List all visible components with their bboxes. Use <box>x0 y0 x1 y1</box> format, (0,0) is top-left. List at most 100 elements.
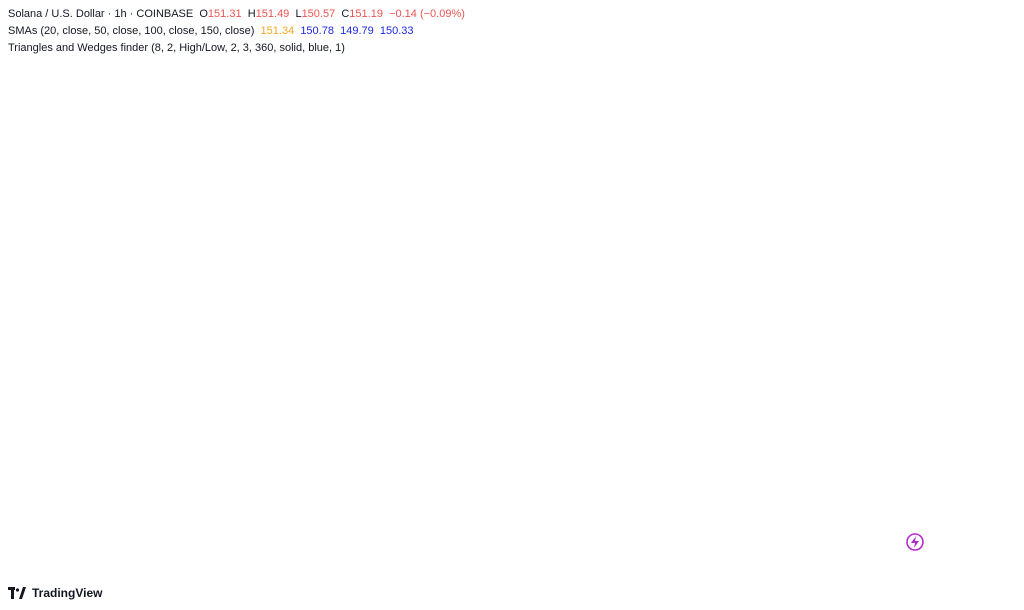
flash-icon[interactable] <box>905 532 925 552</box>
x-tick-label: 12:30 <box>564 561 592 573</box>
sma150-value: 150.33 <box>379 25 414 37</box>
candle-body <box>786 416 791 422</box>
indicator-row: Triangles and Wedges finder (8, 2, High/… <box>8 40 465 57</box>
candle-body <box>719 338 724 355</box>
candle-body <box>481 440 486 445</box>
candle-body <box>675 326 680 343</box>
candle-body <box>37 463 42 483</box>
candle-body <box>425 461 430 474</box>
x-tick-label: 3 <box>162 561 168 573</box>
x-tick-label: 9 <box>870 561 876 573</box>
candle-body <box>320 321 325 329</box>
candle-body <box>259 255 264 261</box>
candle-body <box>880 323 885 339</box>
candle-body <box>586 432 591 438</box>
candle-body <box>442 428 447 441</box>
candle-body <box>364 359 369 377</box>
pattern-line <box>52 451 132 509</box>
x-tick-label: 12:30 <box>210 561 238 573</box>
pattern-line <box>7 218 146 441</box>
candle-body <box>614 435 619 452</box>
candle-body <box>914 354 918 360</box>
candle-body <box>531 444 536 467</box>
x-tick-label: 2 <box>44 561 50 573</box>
candle-body <box>342 331 347 360</box>
candle-body <box>459 428 464 431</box>
candle-body <box>126 397 131 417</box>
sma50-value: 150.78 <box>300 25 334 37</box>
candle-body <box>270 281 275 303</box>
y-tick-label: 160.00 <box>975 146 1009 158</box>
price-label-bg <box>965 367 1011 383</box>
candle-body <box>231 250 236 282</box>
candle-body <box>753 340 758 360</box>
candle-body <box>109 392 114 398</box>
candle-body <box>747 319 752 341</box>
open-label: O <box>199 8 208 20</box>
price-label: 151.34 <box>971 337 1006 349</box>
candle-body <box>525 430 530 445</box>
candle-body <box>714 354 719 360</box>
sma150-line <box>11 365 917 401</box>
candle-body <box>864 345 869 367</box>
candle-body <box>398 406 403 429</box>
candle-body <box>448 425 453 429</box>
candle-body <box>841 350 846 367</box>
candle-body <box>276 302 281 341</box>
candle-body <box>392 383 397 407</box>
price-label: 150.33 <box>971 386 1005 398</box>
candle-body <box>143 413 148 436</box>
candle-body <box>292 368 297 388</box>
candle-body <box>775 402 780 412</box>
candle-body <box>498 435 503 441</box>
candle-body <box>597 435 602 445</box>
brand-name: TradingView <box>32 586 103 600</box>
candle-body <box>309 333 314 346</box>
candle-body <box>387 364 392 384</box>
x-tick-label: 12:30 <box>92 561 120 573</box>
x-tick-label: 7 <box>634 561 640 573</box>
candle-body <box>797 411 802 431</box>
x-tick-label: 8 <box>752 561 758 573</box>
candle-body <box>536 466 541 471</box>
y-tick-label: 154.00 <box>975 288 1009 300</box>
high-label: H <box>247 8 256 20</box>
candle-body <box>21 416 26 431</box>
candle-body <box>409 449 414 469</box>
candle-body <box>181 305 186 327</box>
candle-body <box>165 328 170 346</box>
candle-body <box>59 454 64 476</box>
price-label: 151.19 <box>971 354 1005 366</box>
candle-body <box>470 425 475 441</box>
price-axis: 144.00 146.00 148.00 150.00 152.00 154.00 156.… <box>8 4 1009 537</box>
candle-body <box>608 428 613 436</box>
candle-body <box>204 319 209 324</box>
candle-body <box>48 499 53 502</box>
candle-body <box>653 335 658 355</box>
pattern-line <box>331 296 437 361</box>
candle-body <box>148 387 153 414</box>
y-tick-label: 162.00 <box>975 99 1009 111</box>
candle-body <box>132 416 137 429</box>
candle-body <box>420 473 425 488</box>
y-tick-label: 158.00 <box>975 193 1009 205</box>
candle-body <box>348 316 353 332</box>
candle-body <box>376 373 381 388</box>
candle-body <box>791 411 796 417</box>
time-axis: 2 12:30 3 12:30 4 12:30 5 12:30 6 12:30 7 12:30 8 12:… <box>44 561 946 573</box>
candle-body <box>875 323 880 358</box>
candle-body <box>76 437 81 448</box>
price-label-bg <box>965 334 1011 350</box>
candle-body <box>15 404 20 417</box>
x-tick-label: 12:30 <box>328 561 356 573</box>
candle-body <box>703 340 708 351</box>
sma20-line <box>11 283 917 455</box>
candle-body <box>631 364 636 412</box>
price-label-bg <box>965 399 1011 415</box>
candle-body <box>730 331 735 341</box>
candle-body <box>370 376 375 388</box>
candles <box>10 236 918 514</box>
candle-body <box>104 397 109 405</box>
x-tick-label: 6 <box>516 561 522 573</box>
